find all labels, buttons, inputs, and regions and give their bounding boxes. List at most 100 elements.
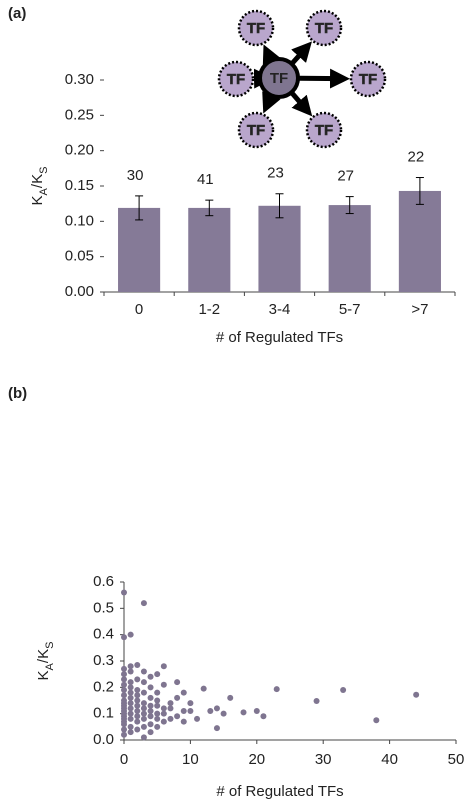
inset-target-label: TF bbox=[359, 71, 377, 88]
point bbox=[134, 676, 141, 683]
x-tick-label: 1-2 bbox=[198, 301, 220, 318]
point bbox=[174, 694, 181, 701]
point bbox=[140, 679, 147, 686]
point bbox=[121, 665, 127, 672]
point bbox=[167, 715, 174, 722]
point bbox=[200, 685, 207, 692]
y-tick-label: 0.1 bbox=[93, 705, 114, 722]
point bbox=[180, 718, 187, 725]
y-tick-label: 0.0 bbox=[93, 731, 114, 748]
point bbox=[273, 686, 280, 693]
point bbox=[180, 708, 187, 715]
inset-target-label: TF bbox=[247, 20, 265, 37]
point bbox=[160, 681, 167, 688]
point bbox=[154, 697, 161, 704]
point bbox=[240, 709, 247, 716]
point bbox=[160, 710, 167, 717]
inset-center bbox=[258, 57, 300, 99]
point bbox=[121, 676, 127, 683]
point bbox=[140, 600, 147, 607]
inset-target bbox=[237, 9, 275, 47]
x-axis-label: # of Regulated TFs bbox=[216, 329, 343, 346]
point bbox=[134, 661, 141, 668]
y-axis-label-part: K bbox=[35, 670, 52, 680]
point bbox=[134, 708, 141, 715]
point bbox=[194, 715, 201, 722]
y-axis-label-part: K bbox=[29, 195, 46, 205]
point bbox=[413, 691, 420, 698]
y-axis-label: KA/KS bbox=[35, 642, 56, 681]
x-tick-label: 30 bbox=[315, 751, 332, 768]
inset-target bbox=[349, 60, 387, 98]
point bbox=[121, 726, 127, 733]
bar bbox=[188, 207, 231, 292]
y-axis-label-part: S bbox=[38, 167, 50, 174]
inset-arrow bbox=[290, 41, 312, 65]
bar bbox=[398, 190, 441, 292]
inset-target-label: TF bbox=[247, 122, 265, 139]
point bbox=[154, 689, 161, 696]
point bbox=[121, 686, 127, 693]
point bbox=[147, 694, 154, 701]
panel-label: (a) bbox=[8, 5, 26, 22]
y-tick-label: 0.20 bbox=[65, 142, 94, 159]
point bbox=[127, 694, 134, 701]
point bbox=[220, 710, 227, 717]
point bbox=[154, 671, 161, 678]
count-label: 41 bbox=[197, 171, 214, 188]
point bbox=[147, 684, 154, 691]
bar bbox=[118, 207, 161, 292]
point bbox=[207, 708, 214, 715]
point bbox=[121, 589, 127, 596]
y-tick-label: 0.25 bbox=[65, 106, 94, 123]
inset-center-label: TF bbox=[270, 70, 288, 87]
point bbox=[127, 631, 134, 638]
point bbox=[260, 713, 267, 720]
y-tick-label: 0.2 bbox=[93, 678, 114, 695]
inset-target bbox=[305, 9, 343, 47]
point bbox=[140, 700, 147, 707]
point bbox=[134, 692, 141, 699]
point bbox=[134, 726, 141, 733]
point bbox=[154, 710, 161, 717]
point bbox=[140, 668, 147, 675]
point bbox=[373, 717, 380, 724]
point bbox=[154, 715, 161, 722]
point bbox=[160, 705, 167, 712]
point bbox=[147, 721, 154, 728]
inset-target-label: TF bbox=[227, 71, 245, 88]
point bbox=[127, 684, 134, 691]
y-axis-label-part: A bbox=[38, 187, 50, 195]
point bbox=[140, 710, 147, 717]
x-axis-label: # of Regulated TFs bbox=[216, 783, 343, 800]
inset-arrow bbox=[262, 44, 281, 67]
x-tick-label: 0 bbox=[120, 751, 128, 768]
point bbox=[121, 634, 127, 641]
point bbox=[213, 725, 220, 732]
point bbox=[253, 708, 260, 715]
y-axis-label-part: /K bbox=[35, 649, 52, 663]
point bbox=[187, 708, 194, 715]
point bbox=[160, 663, 167, 670]
inset-arrow bbox=[290, 91, 313, 117]
x-tick-label: 40 bbox=[381, 751, 398, 768]
x-tick-label: 0 bbox=[135, 301, 143, 318]
point bbox=[340, 686, 347, 693]
y-tick-label: 0.30 bbox=[65, 71, 94, 88]
point bbox=[127, 689, 134, 696]
inset-target-label: TF bbox=[315, 122, 333, 139]
point bbox=[227, 694, 234, 701]
point bbox=[121, 731, 127, 738]
y-axis-label-part: S bbox=[44, 642, 56, 649]
point bbox=[127, 705, 134, 712]
inset-target bbox=[217, 60, 255, 98]
y-axis-label: KA/KS bbox=[29, 167, 50, 206]
point bbox=[174, 713, 181, 720]
point bbox=[127, 700, 134, 707]
point bbox=[127, 715, 134, 722]
point bbox=[160, 718, 167, 725]
y-axis-label-part: /K bbox=[29, 174, 46, 188]
point bbox=[167, 700, 174, 707]
x-tick-label: 20 bbox=[248, 751, 265, 768]
